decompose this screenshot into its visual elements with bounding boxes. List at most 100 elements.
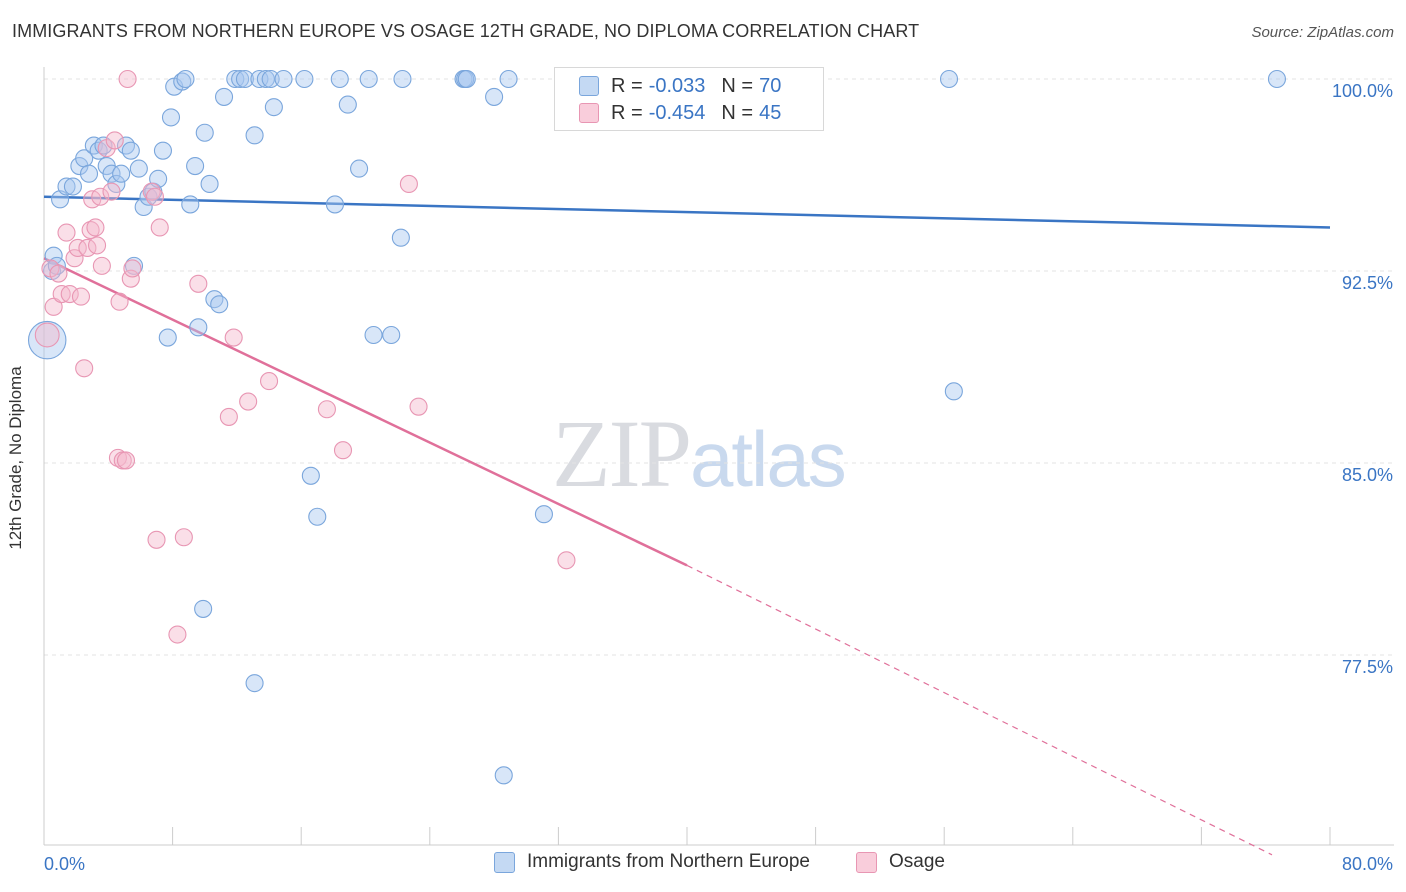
x-tick-label: 80.0% bbox=[1342, 854, 1393, 874]
point-osage bbox=[71, 287, 91, 306]
point-northern-europe bbox=[944, 382, 963, 401]
point-osage bbox=[49, 264, 68, 283]
point-northern-europe bbox=[338, 95, 357, 114]
point-northern-europe bbox=[1267, 69, 1287, 89]
legend-item-osage[interactable]: Osage bbox=[856, 851, 945, 873]
point-northern-europe bbox=[256, 69, 275, 89]
point-northern-europe bbox=[499, 69, 518, 89]
point-northern-europe bbox=[112, 164, 131, 183]
y-tick-label: 92.5% bbox=[1342, 273, 1393, 293]
point-osage bbox=[105, 131, 124, 150]
point-osage bbox=[239, 392, 258, 411]
point-osage bbox=[81, 220, 100, 240]
y-axis-label: 12th Grade, No Diploma bbox=[6, 366, 25, 550]
point-osage bbox=[168, 625, 187, 644]
point-osage bbox=[145, 187, 164, 206]
point-northern-europe bbox=[261, 69, 280, 89]
x-tick-label: 0.0% bbox=[44, 854, 85, 874]
point-osage bbox=[116, 451, 136, 470]
point-osage bbox=[86, 218, 105, 237]
point-northern-europe bbox=[94, 136, 113, 155]
legend-label: Osage bbox=[889, 851, 945, 872]
point-northern-europe bbox=[382, 325, 401, 345]
legend-r-label: R = bbox=[611, 74, 643, 97]
point-northern-europe bbox=[295, 69, 314, 89]
trend-line-osage bbox=[43, 257, 688, 567]
point-osage bbox=[333, 441, 353, 460]
point-northern-europe bbox=[274, 69, 293, 89]
point-northern-europe bbox=[391, 228, 410, 247]
point-osage bbox=[150, 218, 169, 237]
point-northern-europe bbox=[181, 195, 200, 214]
point-northern-europe bbox=[134, 197, 153, 217]
legend-row-pink: R = -0.454 N = 45 bbox=[579, 100, 781, 126]
point-northern-europe bbox=[63, 177, 82, 196]
legend-r-label: R = bbox=[611, 101, 643, 124]
point-osage bbox=[92, 256, 111, 275]
legend-swatch-blue bbox=[494, 851, 515, 873]
point-northern-europe bbox=[121, 141, 140, 160]
point-osage bbox=[123, 259, 142, 278]
point-osage bbox=[60, 284, 79, 304]
point-northern-europe bbox=[214, 87, 234, 106]
trend-line-northern-europe bbox=[43, 195, 1331, 229]
data-points bbox=[27, 69, 1287, 785]
stats-legend: R = -0.033 N = 70 R = -0.454 N = 45 bbox=[554, 67, 824, 131]
point-northern-europe bbox=[79, 164, 99, 183]
point-osage bbox=[142, 182, 161, 201]
point-northern-europe bbox=[200, 174, 219, 194]
point-northern-europe bbox=[231, 69, 250, 89]
point-northern-europe bbox=[245, 126, 264, 145]
point-osage bbox=[219, 407, 238, 426]
point-northern-europe bbox=[359, 69, 378, 89]
point-osage bbox=[68, 238, 87, 258]
point-osage bbox=[409, 397, 428, 416]
point-northern-europe bbox=[210, 295, 229, 314]
legend-swatch-pink bbox=[856, 851, 877, 873]
y-tick-label: 100.0% bbox=[1332, 81, 1393, 101]
legend-n-label: N = bbox=[721, 74, 754, 97]
point-northern-europe bbox=[195, 123, 214, 142]
point-osage bbox=[224, 328, 243, 347]
legend-r-value: -0.033 bbox=[648, 74, 706, 97]
point-northern-europe bbox=[245, 674, 264, 693]
point-northern-europe bbox=[153, 141, 173, 160]
point-osage bbox=[44, 297, 63, 316]
watermark: ZIPatlas bbox=[552, 398, 847, 509]
point-northern-europe bbox=[457, 69, 476, 89]
watermark-zip: ZIP bbox=[552, 400, 692, 507]
tick-labels: 100.0% 92.5% 85.0% 77.5% 0.0% 80.0% bbox=[44, 81, 1393, 874]
legend-swatch-pink bbox=[579, 103, 599, 123]
trend-line-osage-extension bbox=[686, 564, 1273, 856]
point-northern-europe bbox=[27, 320, 67, 360]
legend-n-label: N = bbox=[721, 101, 754, 124]
point-northern-europe bbox=[235, 69, 254, 89]
y-tick-label: 77.5% bbox=[1342, 657, 1393, 677]
point-northern-europe bbox=[194, 599, 213, 618]
legend-item-northern-europe[interactable]: Immigrants from Northern Europe bbox=[494, 851, 810, 873]
point-osage bbox=[91, 187, 110, 206]
trend-lines bbox=[43, 195, 1331, 856]
point-osage bbox=[189, 274, 208, 293]
point-northern-europe bbox=[494, 766, 513, 785]
point-northern-europe bbox=[330, 69, 349, 89]
legend-r-value: -0.454 bbox=[648, 101, 706, 124]
point-northern-europe bbox=[173, 72, 192, 91]
point-northern-europe bbox=[189, 318, 208, 337]
point-osage bbox=[317, 400, 336, 419]
point-osage bbox=[174, 528, 193, 547]
chart-title: IMMIGRANTS FROM NORTHERN EUROPE VS OSAGE… bbox=[12, 21, 920, 41]
point-northern-europe bbox=[364, 325, 383, 345]
legend-row-blue: R = -0.033 N = 70 bbox=[579, 73, 781, 99]
point-northern-europe bbox=[264, 98, 283, 117]
point-osage bbox=[102, 182, 121, 201]
point-northern-europe bbox=[226, 69, 245, 89]
legend-n-value: 45 bbox=[759, 101, 782, 124]
point-osage bbox=[65, 249, 84, 268]
point-northern-europe bbox=[205, 290, 224, 309]
point-osage bbox=[118, 69, 137, 89]
point-osage bbox=[87, 236, 107, 255]
point-osage bbox=[75, 359, 94, 378]
point-northern-europe bbox=[158, 328, 177, 347]
